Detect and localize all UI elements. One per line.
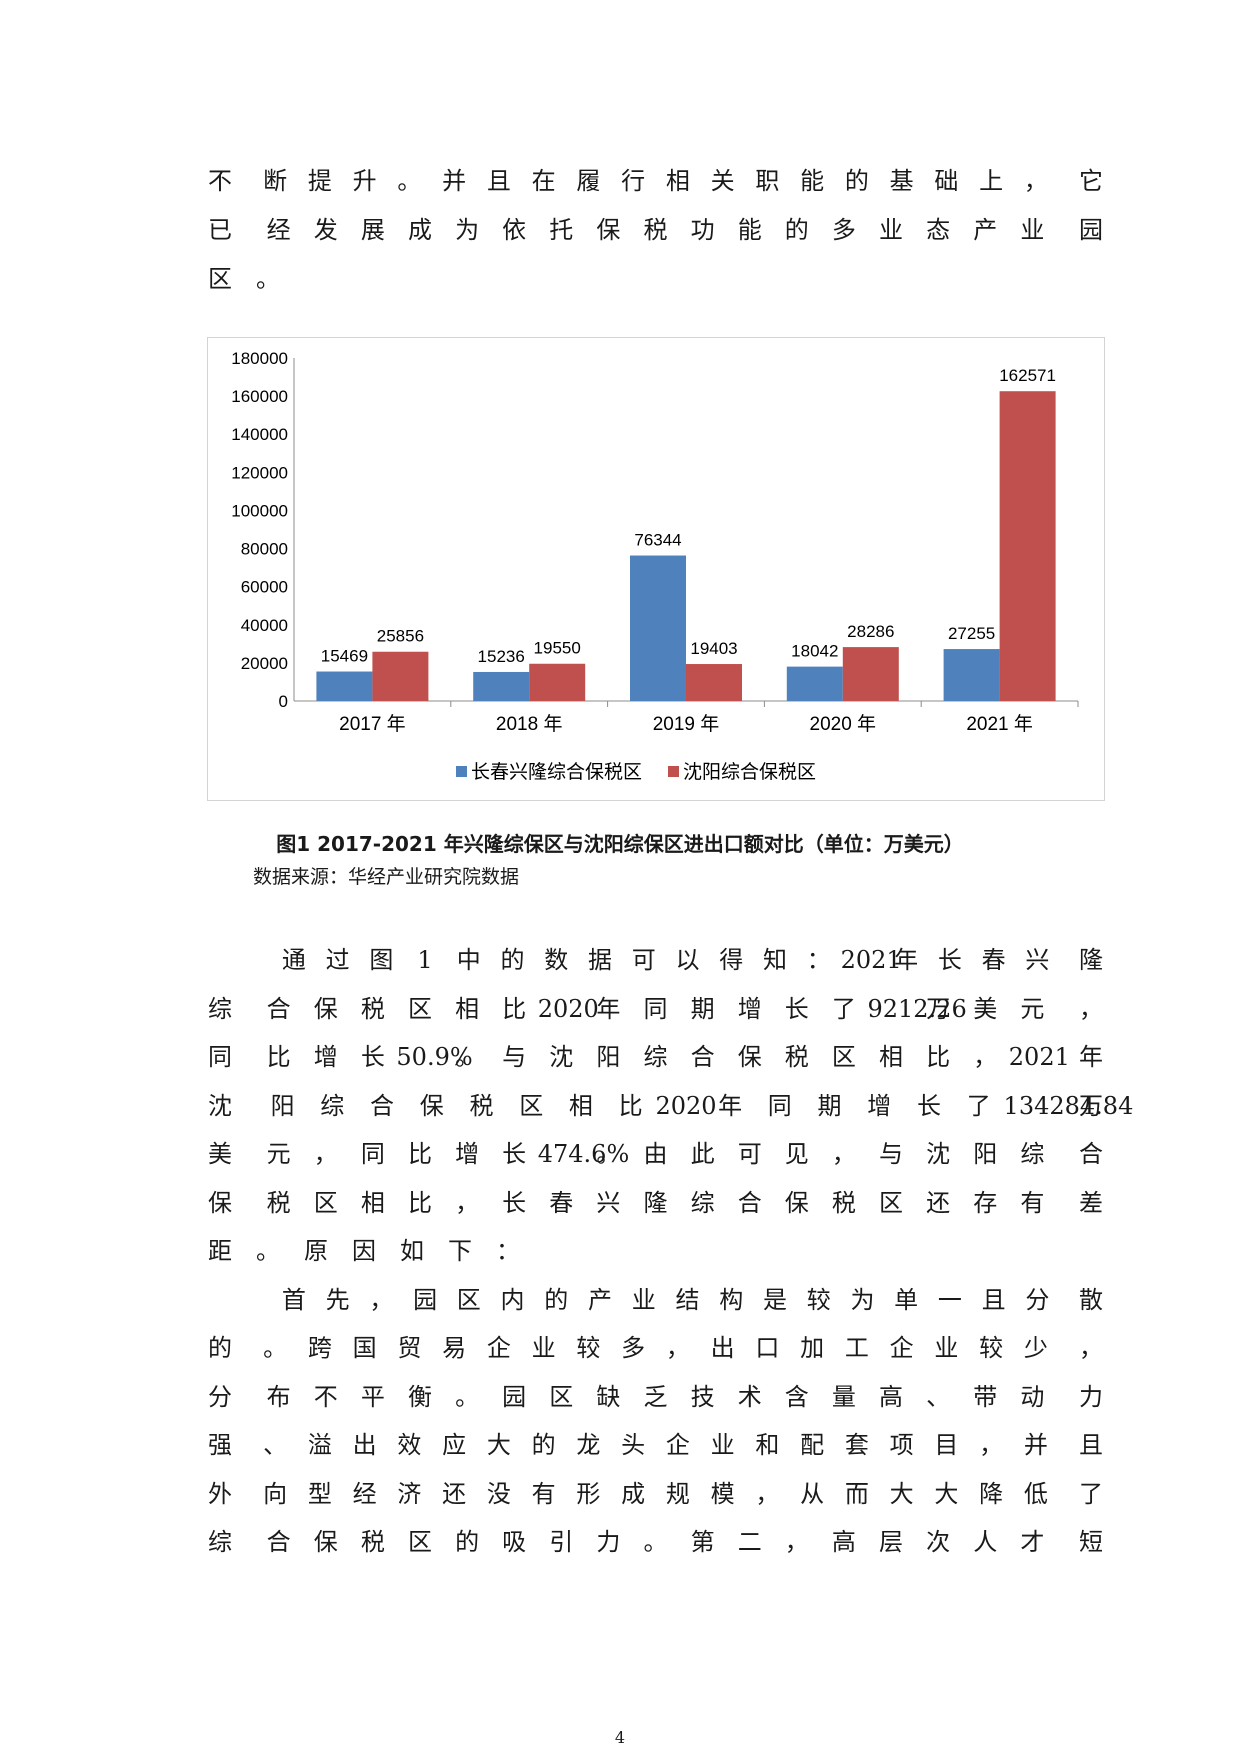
text-line: 综合保税区相比 2020 年同期增长了 9212.26 万美元，	[208, 995, 1103, 1023]
y-tick-label: 20000	[241, 654, 288, 673]
y-tick-label: 160000	[231, 387, 288, 406]
page-number: 4	[614, 1728, 626, 1747]
x-tick-label: 2019 年	[653, 713, 720, 735]
bar-changchun	[943, 649, 1000, 701]
text-line: 首先，园区内的产业结构是较为单一且分散	[281, 1286, 1103, 1314]
legend-label: 长春兴隆综合保税区	[471, 761, 642, 783]
figure-caption: 图1 2017-2021 年兴隆综保区与沈阳综保区进出口额对比（单位：万美元）	[276, 832, 964, 856]
bar-changchun	[630, 555, 686, 701]
x-tick-label: 2020 年	[810, 713, 877, 735]
data-label: 19403	[690, 639, 737, 658]
data-source: 数据来源：华经产业研究院数据	[253, 866, 520, 888]
data-label: 28286	[847, 622, 894, 641]
y-tick-label: 120000	[231, 463, 288, 482]
bar-chart: 180000 160000 140000 120000 100000 80000 60000…	[231, 349, 1079, 783]
legend-swatch	[668, 766, 679, 777]
data-label: 15236	[478, 647, 525, 666]
data-label: 25856	[377, 627, 424, 646]
text-line: 强、溢出效应大的龙头企业和配套项目，并且	[208, 1431, 1103, 1459]
text-line: 美元，同比增长 474.6%。由此可见，与沈阳综合	[208, 1140, 1103, 1168]
data-label: 18042	[791, 642, 838, 661]
text-line: 通过图 1 中的数据可以得知： 2021 年长春兴隆	[281, 946, 1103, 974]
bar-shenyang	[372, 651, 429, 701]
y-tick-label: 100000	[231, 501, 288, 520]
y-tick-label: 60000	[241, 578, 288, 597]
y-tick-label: 180000	[231, 349, 288, 368]
text-line: 已经发展成为依托保税功能的多业态产业园	[208, 216, 1103, 244]
data-label: 27255	[948, 624, 995, 643]
chart-frame: 180000 160000 140000 120000 100000 80000 60000…	[207, 337, 1105, 801]
bar-shenyang	[529, 663, 586, 701]
text-line: 综合保税区的吸引力。第二，高层次人才短	[208, 1528, 1103, 1556]
bar-changchun	[316, 671, 373, 701]
bar-changchun	[473, 671, 530, 701]
data-label: 19550	[534, 639, 581, 658]
y-tick-label: 40000	[241, 616, 288, 635]
text-line: 同比增长 50.9%。与沈阳综合保税区相比， 2021 年	[208, 1043, 1103, 1071]
y-tick-label: 0	[279, 692, 288, 711]
text-line: 外向型经济还没有形成规模，从而大大降低了	[208, 1480, 1103, 1508]
bar-shenyang	[686, 664, 742, 701]
x-tick-label: 2021 年	[966, 713, 1033, 735]
legend-label: 沈阳综合保税区	[683, 761, 816, 783]
data-label: 15469	[321, 647, 368, 666]
text-line: 不断提升。并且在履行相关职能的基础上，它	[208, 167, 1103, 195]
data-label: 162571	[999, 366, 1056, 385]
text-line: 分布不平衡。园区缺乏技术含量高、带动力	[208, 1383, 1103, 1411]
text-line: 区。	[208, 265, 280, 293]
text-line: 距。原因如下：	[208, 1237, 520, 1265]
x-tick-label: 2017 年	[339, 713, 406, 735]
bar-shenyang	[999, 391, 1056, 701]
x-tick-label: 2018 年	[496, 713, 563, 735]
text-line: 沈阳综合保税区相比 2020 年同期增长了 134284.84 万	[208, 1092, 1134, 1120]
text-line: 的。跨国贸易企业较多，出口加工企业较少，	[208, 1334, 1103, 1362]
text-line: 保税区相比，长春兴隆综合保税区还存有差	[208, 1189, 1103, 1217]
legend-swatch	[456, 766, 467, 777]
y-tick-label: 80000	[241, 540, 288, 559]
bar-changchun	[786, 666, 843, 701]
y-tick-label: 140000	[231, 425, 288, 444]
bar-shenyang	[842, 647, 899, 701]
data-label: 76344	[634, 531, 681, 550]
